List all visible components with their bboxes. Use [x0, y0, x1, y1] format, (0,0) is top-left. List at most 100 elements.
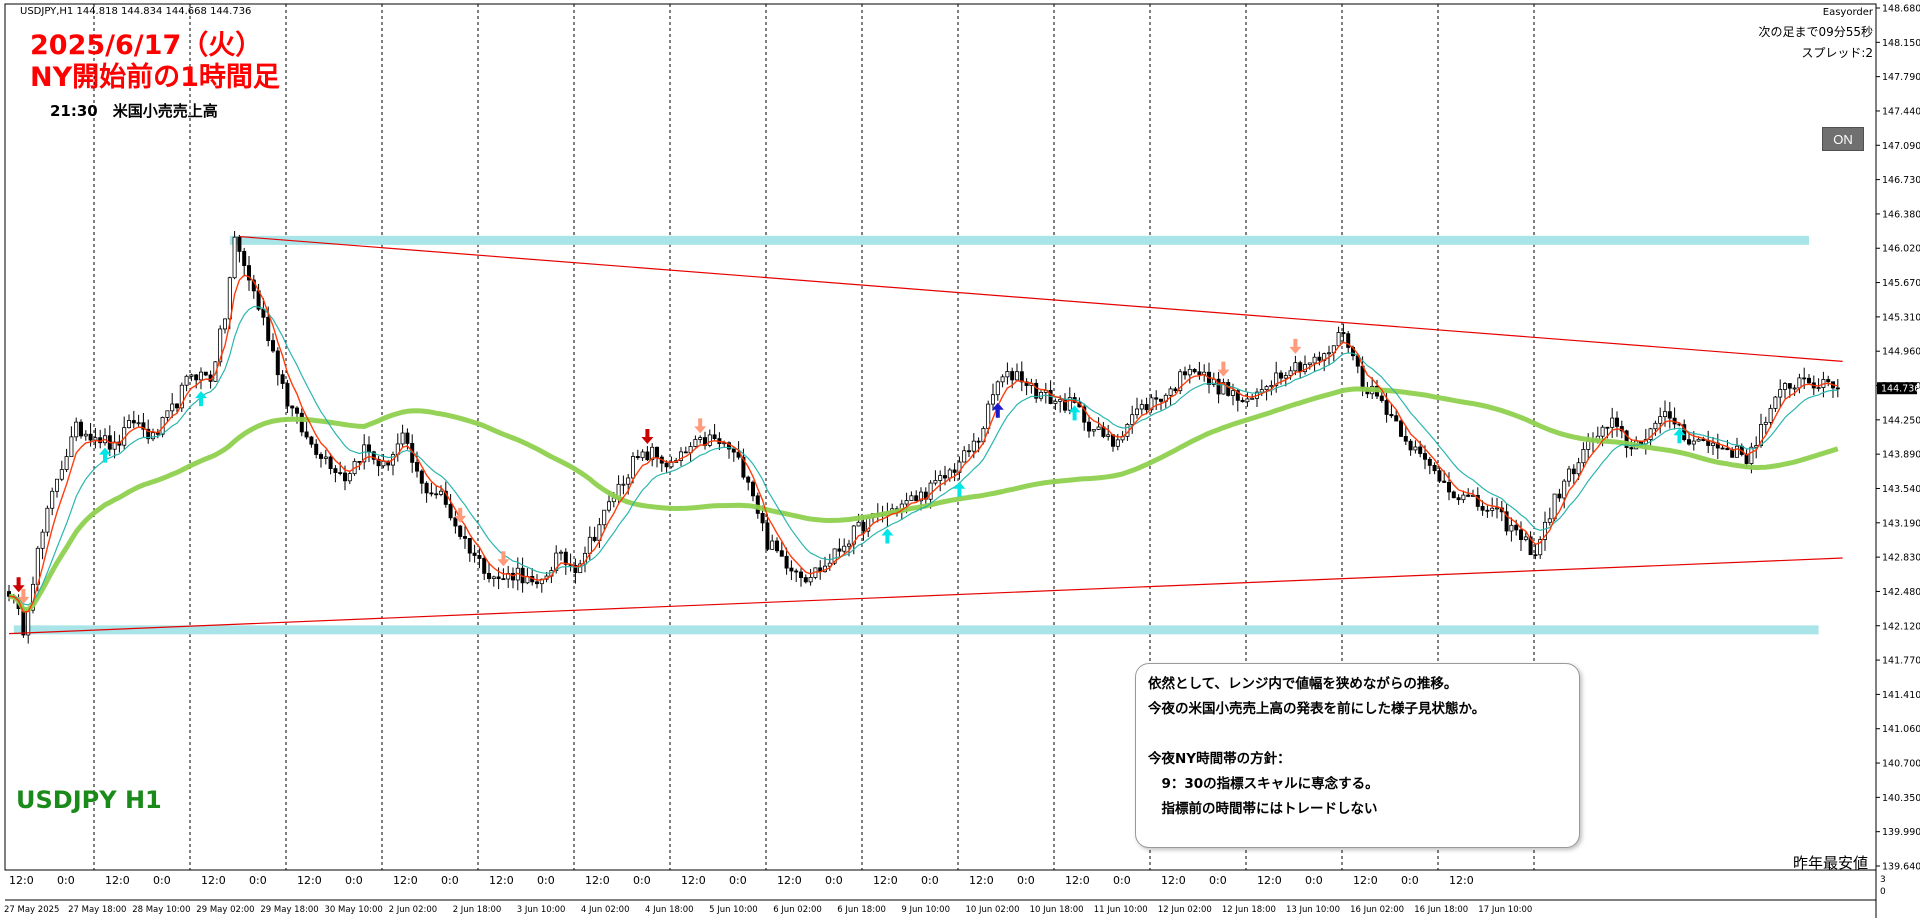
- candle-body: [1096, 426, 1101, 430]
- candle-body: [424, 482, 429, 494]
- time-label: 12:0: [489, 874, 514, 887]
- candle-body: [645, 451, 650, 461]
- candle-body: [1701, 438, 1706, 441]
- y-tick-label: 141.060: [1882, 724, 1920, 735]
- candle-body: [1653, 422, 1658, 430]
- time-label: 0:0: [1305, 874, 1323, 887]
- candle-body: [1226, 382, 1231, 396]
- candle-body: [438, 490, 443, 495]
- date-label: 12 Jun 18:00: [1222, 905, 1276, 915]
- candle-body: [64, 456, 69, 470]
- date-title: 2025/6/17（火）: [30, 30, 263, 61]
- candle-body: [856, 521, 861, 527]
- candle-body: [1418, 446, 1423, 454]
- sell-signal-arrow: [1217, 361, 1230, 377]
- candle-body: [1509, 524, 1514, 532]
- y-tick-label: 141.410: [1882, 690, 1920, 701]
- candle-body: [1442, 480, 1447, 483]
- candle-body: [1279, 372, 1284, 379]
- range-zone: [229, 235, 1809, 245]
- candle-body: [1149, 397, 1154, 411]
- candle-body: [1461, 494, 1466, 501]
- candle-body: [342, 472, 347, 482]
- candle-body: [1504, 511, 1509, 532]
- candle-body: [1437, 470, 1442, 482]
- candle-body: [592, 536, 597, 541]
- sell-signal-arrow: [454, 507, 467, 523]
- candle-body: [861, 521, 866, 532]
- candle-body: [602, 509, 607, 526]
- time-label: 12:0: [1257, 874, 1282, 887]
- candle-body: [165, 410, 170, 418]
- candle-body: [1221, 382, 1226, 395]
- time-label: 0:0: [1113, 874, 1131, 887]
- candle-body: [1197, 371, 1202, 375]
- time-label: 0:0: [1017, 874, 1035, 887]
- candle-body: [1111, 434, 1116, 447]
- date-label: 10 Jun 18:00: [1030, 905, 1084, 915]
- candle-body: [1240, 399, 1245, 403]
- candle-body: [309, 436, 314, 445]
- candle-body: [1543, 521, 1548, 540]
- candle-body: [1082, 406, 1087, 423]
- time-label: 12:0: [1065, 874, 1090, 887]
- candle-body: [621, 483, 626, 486]
- time-label: 0:0: [1401, 874, 1419, 887]
- event-label: 21:30 米国小売売上高: [50, 102, 218, 120]
- candle-body: [88, 433, 93, 441]
- note-line: 今夜の米国小売売上高の発表を前にした様子見状態か。: [1148, 701, 1486, 717]
- candle-body: [731, 448, 736, 453]
- candle-body: [1106, 434, 1111, 437]
- candle-body: [1139, 404, 1144, 410]
- y-tick-label: 142.480: [1882, 587, 1920, 598]
- candle-body: [1773, 396, 1778, 409]
- candle-body: [1379, 395, 1384, 401]
- candle-body: [784, 555, 789, 569]
- note-line: 9：30の指標スキャルに専念する。: [1148, 776, 1379, 792]
- candle-body: [198, 371, 203, 381]
- time-label: 0:0: [825, 874, 843, 887]
- time-label: 12:0: [585, 874, 610, 887]
- y-tick-label: 142.120: [1882, 621, 1920, 632]
- candle-body: [510, 572, 515, 581]
- candle-body: [1557, 493, 1562, 499]
- candle-body: [381, 460, 386, 467]
- note-line: 指標前の時間帯にはトレードしない: [1148, 801, 1378, 817]
- commentary-box: 依然として、レンジ内で値幅を狭めながらの推移。 今夜の米国小売売上高の発表を前に…: [1135, 663, 1580, 848]
- candle-body: [1562, 480, 1567, 499]
- candle-body: [1475, 494, 1480, 507]
- candle-body: [799, 571, 804, 578]
- candle-body: [414, 461, 419, 472]
- on-button[interactable]: ON: [1822, 127, 1864, 151]
- candle-body: [347, 473, 352, 482]
- candle-body: [1687, 439, 1692, 445]
- candle-body: [333, 468, 338, 473]
- candle-body: [482, 558, 487, 574]
- candle-body: [1547, 518, 1552, 523]
- candle-body: [1749, 446, 1754, 464]
- candle-body: [554, 552, 559, 571]
- candle-body: [386, 460, 391, 466]
- candle-body: [1567, 468, 1572, 482]
- date-label: 27 May 18:00: [68, 905, 126, 915]
- time-label: 12:0: [105, 874, 130, 887]
- candle-body: [669, 462, 674, 468]
- candle-body: [607, 501, 612, 511]
- candle-body: [851, 525, 856, 545]
- candle-body: [1307, 362, 1312, 366]
- candle-body: [1187, 368, 1192, 376]
- candle-body: [405, 432, 410, 444]
- date-label: 16 Jun 02:00: [1350, 905, 1404, 915]
- y-tick-label: 140.700: [1882, 759, 1920, 770]
- annotation-title: 2025/6/17（火） NY開始前の1時間足: [30, 30, 280, 94]
- candle-body: [1034, 382, 1039, 399]
- candle-body: [1667, 411, 1672, 419]
- candle-body: [1802, 377, 1807, 380]
- candle-body: [967, 450, 972, 453]
- candle-body: [232, 236, 237, 279]
- candle-body: [448, 504, 453, 519]
- candle-body: [1586, 440, 1591, 450]
- candle-body: [1178, 371, 1183, 392]
- sell-signal-arrow: [1289, 338, 1302, 354]
